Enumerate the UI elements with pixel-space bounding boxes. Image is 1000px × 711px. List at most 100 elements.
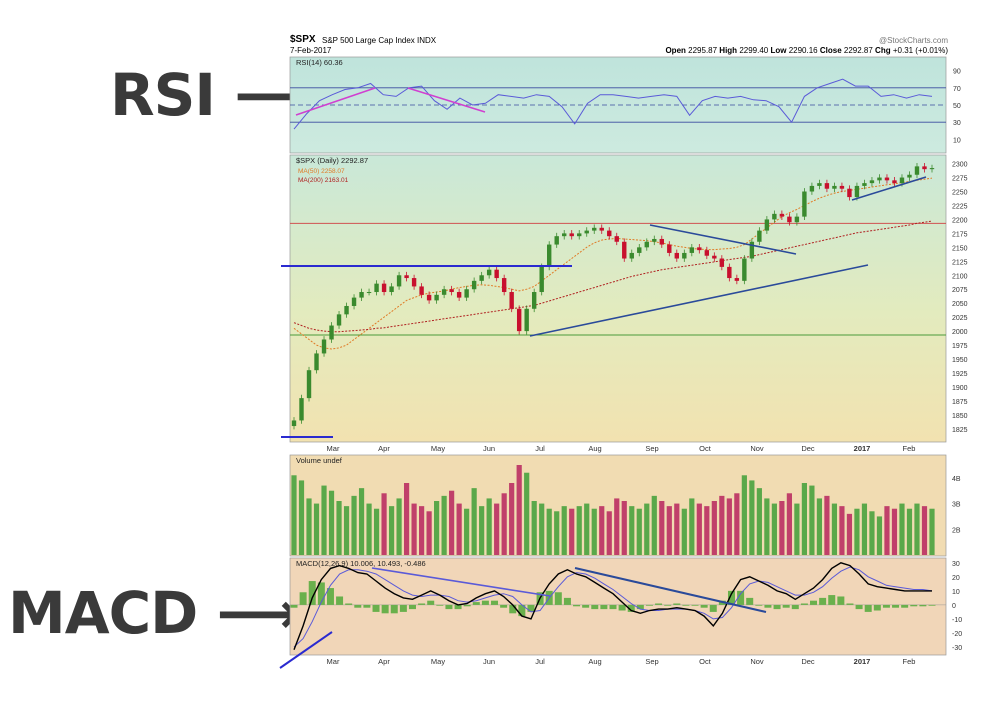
macd-histogram-bar xyxy=(782,604,790,608)
macd-histogram-bar xyxy=(518,604,526,617)
volume-bar xyxy=(846,513,853,555)
volume-bar xyxy=(801,483,807,555)
volume-bar xyxy=(674,503,680,555)
macd-histogram-bar xyxy=(481,600,489,605)
candle-body xyxy=(854,185,860,198)
candle-body xyxy=(607,230,612,237)
ma50-line xyxy=(293,177,933,350)
ma50-legend: MA(50) 2258.07 xyxy=(298,168,345,175)
price-tick-label: 2150 xyxy=(952,245,968,252)
macd-histogram-bar xyxy=(727,590,735,605)
candle-body xyxy=(321,339,327,354)
macd-histogram-bar xyxy=(928,604,936,606)
price-tick-label: 2025 xyxy=(952,315,968,322)
volume-bar xyxy=(816,498,823,555)
macd-x-tick-label: Oct xyxy=(699,657,712,666)
candle-body xyxy=(877,177,882,181)
candle-body xyxy=(291,420,297,427)
macd-histogram-bar xyxy=(582,604,590,608)
volume-bar xyxy=(298,480,305,555)
volume-bar xyxy=(569,508,575,555)
candle-body xyxy=(479,275,484,281)
macd-tick-label: -20 xyxy=(952,631,962,638)
macd-tick-label: 20 xyxy=(952,575,960,582)
candle-body xyxy=(389,286,394,293)
volume-bar xyxy=(734,493,740,555)
volume-bar xyxy=(501,493,507,555)
macd-histogram-bar xyxy=(427,600,435,605)
volume-bar xyxy=(636,508,642,555)
volume-bar xyxy=(411,503,417,555)
rsi-trendline xyxy=(295,87,376,116)
price-tick-label: 2100 xyxy=(952,273,968,280)
price-tick-label: 2275 xyxy=(952,176,968,183)
macd-x-tick-label: May xyxy=(431,657,445,666)
price-panel xyxy=(289,154,947,443)
macd-histogram-bar xyxy=(454,604,462,610)
macd-callout: MACD ⟶ xyxy=(8,579,300,647)
candle-body xyxy=(569,233,574,237)
macd-histogram-bar xyxy=(609,604,617,610)
trendline-annotations xyxy=(279,87,927,669)
volume-bar xyxy=(629,506,635,555)
volume-bar xyxy=(396,498,402,555)
chart-source: @StockCharts.com xyxy=(878,36,948,45)
macd-histogram-bar xyxy=(837,596,845,605)
candle-body xyxy=(539,266,544,293)
price-resistance-trendline xyxy=(649,224,797,255)
macd-histogram-bar xyxy=(691,604,699,606)
price-x-tick-label: May xyxy=(431,444,445,453)
volume-bar xyxy=(419,506,425,555)
ma200-line xyxy=(293,220,933,333)
macd-histogram-bar xyxy=(919,604,927,607)
macd-histogram-bar xyxy=(737,590,745,605)
price-x-tick-label: Feb xyxy=(903,444,916,453)
candle-body xyxy=(306,370,312,399)
candle-body xyxy=(426,294,432,301)
macd-histogram-bar xyxy=(399,604,407,612)
candle-body xyxy=(907,174,912,178)
chart-name: S&P 500 Large Cap Index INDX xyxy=(322,36,437,45)
candle-body xyxy=(381,283,387,293)
candle-body xyxy=(689,247,695,253)
macd-histogram-bar xyxy=(800,603,808,605)
chart-date: 7-Feb-2017 xyxy=(290,46,332,55)
volume-bar xyxy=(373,508,380,555)
volume-bar xyxy=(764,498,770,555)
ma200-legend: MA(200) 2163.01 xyxy=(298,177,349,184)
price-tick-label: 1850 xyxy=(952,413,968,420)
volume-bar xyxy=(561,506,567,555)
rsi-tick-label: 90 xyxy=(953,69,961,76)
price-x-tick-label: 2017 xyxy=(854,444,871,453)
volume-bar xyxy=(313,503,320,555)
price-tick-label: 2000 xyxy=(952,329,968,336)
candle-body xyxy=(374,283,379,293)
price-tick-label: 1975 xyxy=(952,343,968,350)
candle-body xyxy=(599,227,604,231)
candle-body xyxy=(359,292,364,298)
candle-body xyxy=(524,308,529,332)
volume-bar xyxy=(704,506,710,555)
price-tick-label: 2250 xyxy=(952,190,968,197)
candle-body xyxy=(719,258,725,267)
volume-bar xyxy=(749,480,755,555)
candle-body xyxy=(659,238,664,245)
chart-symbol: $SPX xyxy=(290,34,316,45)
volume-bar xyxy=(516,465,522,555)
candle-body xyxy=(899,177,905,184)
macd-histogram-bar xyxy=(709,604,717,612)
candle-body xyxy=(456,292,462,298)
candle-body xyxy=(667,244,672,253)
candle-body xyxy=(516,308,522,332)
candle-body xyxy=(299,398,304,421)
price-tick-label: 2075 xyxy=(952,287,968,294)
macd-x-tick-label: Mar xyxy=(327,657,340,666)
candle-body xyxy=(892,180,897,184)
macd-x-tick-label: 2017 xyxy=(854,657,871,666)
candle-body xyxy=(449,289,454,293)
volume-bar xyxy=(336,501,342,555)
price-x-tick-label: Apr xyxy=(378,444,390,453)
macd-histogram-bar xyxy=(873,604,881,611)
candle-body xyxy=(749,241,755,259)
price-tick-label: 1925 xyxy=(952,371,968,378)
